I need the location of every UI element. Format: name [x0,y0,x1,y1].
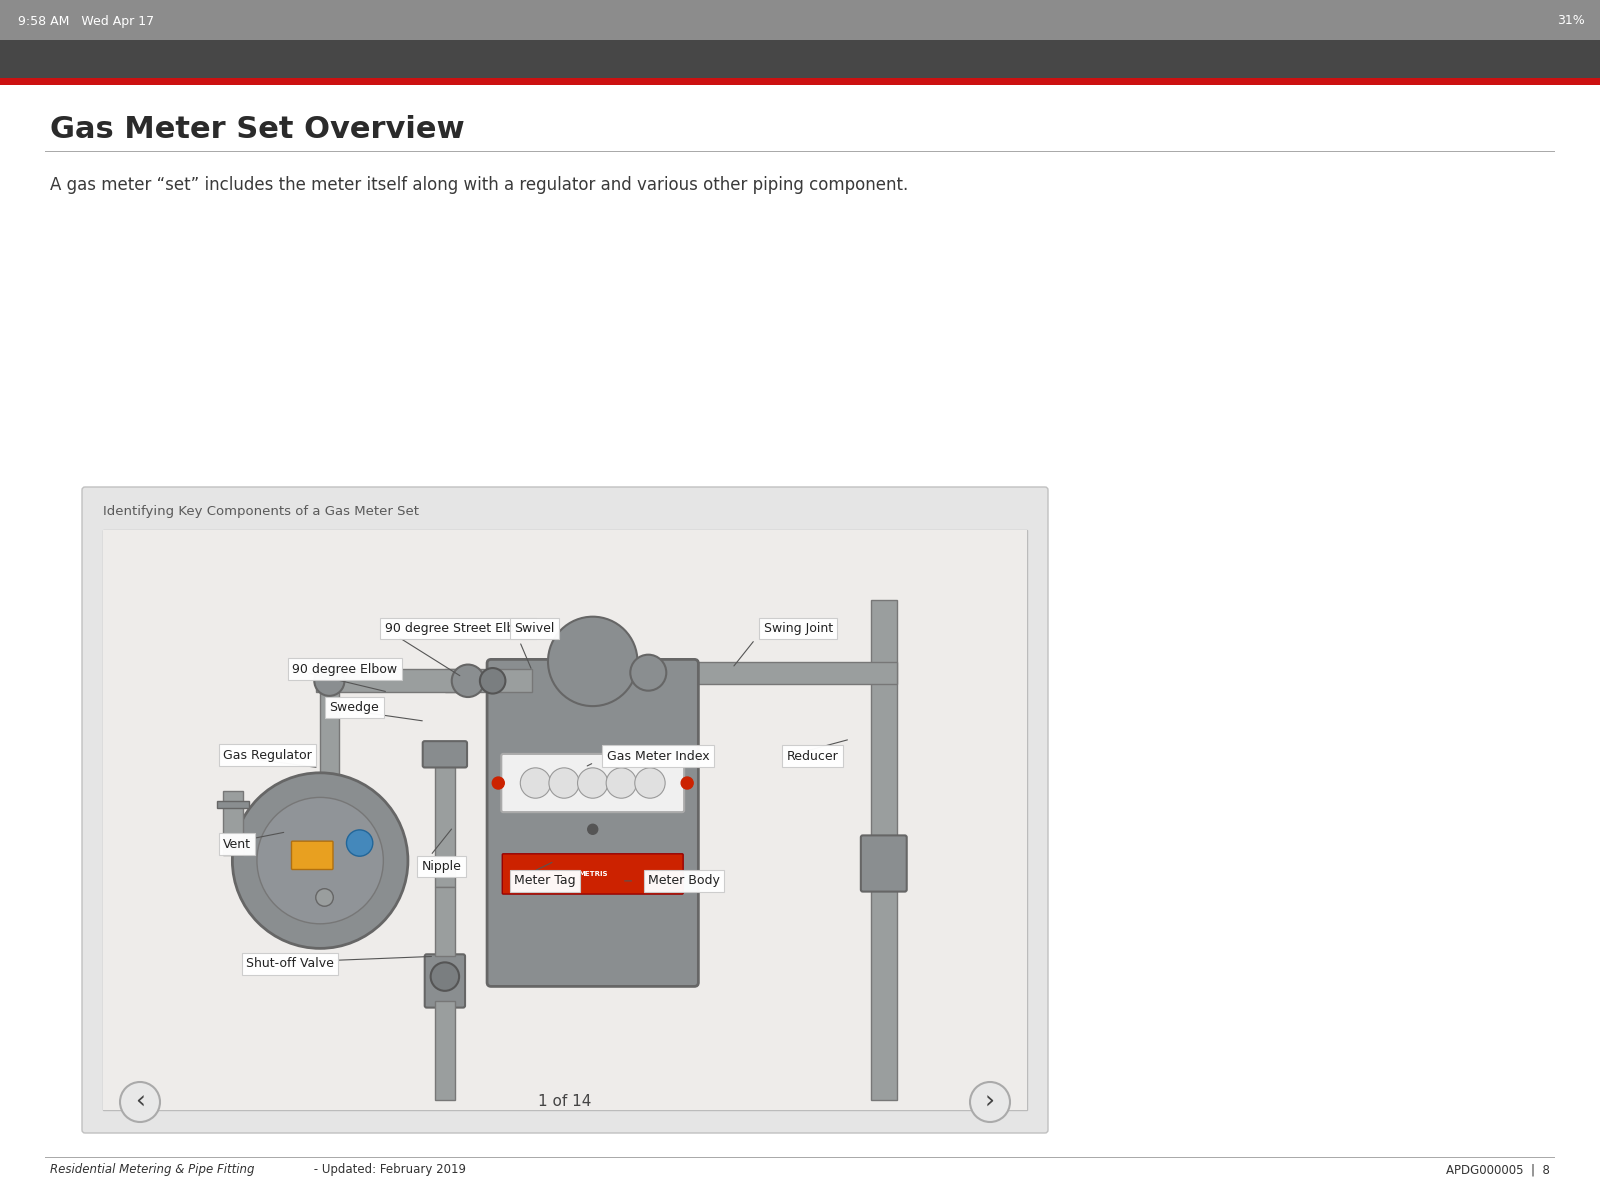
Text: ‹: ‹ [134,1090,146,1114]
Bar [45,150,1555,152]
Circle shape [120,1082,160,1122]
Bar [320,692,339,832]
Bar [0,0,1600,40]
Text: Identifying Key Components of a Gas Meter Set: Identifying Key Components of a Gas Mete… [102,505,419,518]
Text: METRIS: METRIS [578,871,608,877]
Text: Swivel: Swivel [514,622,555,635]
Bar [435,752,454,887]
Circle shape [635,768,666,798]
Text: Vent: Vent [222,838,251,851]
Bar [0,78,1600,85]
Bar [435,887,454,956]
Bar [102,530,1027,1110]
Text: Swing Joint: Swing Joint [763,622,832,635]
Circle shape [682,778,693,790]
Circle shape [258,797,384,924]
FancyBboxPatch shape [422,742,467,768]
FancyBboxPatch shape [486,659,698,986]
Bar [102,530,1027,1110]
Text: Swedge: Swedge [330,701,379,714]
Circle shape [520,768,550,798]
FancyBboxPatch shape [861,835,907,892]
Text: APDG000005  |  8: APDG000005 | 8 [1446,1164,1550,1176]
Text: 90 degree Elbow: 90 degree Elbow [293,662,397,676]
Text: Reducer: Reducer [787,750,838,763]
Bar [435,1001,454,1100]
Bar [0,40,1600,78]
Bar [222,791,243,854]
Bar [218,802,250,809]
Text: Meter Body: Meter Body [648,875,720,888]
Circle shape [549,768,579,798]
Bar [445,670,531,692]
Circle shape [630,655,666,691]
Bar [634,661,896,684]
Circle shape [451,665,485,697]
Circle shape [493,778,504,790]
Text: 9:58 AM   Wed Apr 17: 9:58 AM Wed Apr 17 [18,14,154,28]
Text: Gas Meter Set Overview: Gas Meter Set Overview [50,115,464,144]
Circle shape [232,773,408,948]
Text: Gas Meter Index: Gas Meter Index [606,750,709,763]
Text: Nipple: Nipple [422,860,462,872]
FancyBboxPatch shape [501,754,685,812]
Circle shape [587,824,598,834]
Text: 90 degree Street Elbow: 90 degree Street Elbow [386,622,533,635]
Bar [315,670,467,692]
Text: A gas meter “set” includes the meter itself along with a regulator and various o: A gas meter “set” includes the meter its… [50,176,909,194]
Text: 1 of 14: 1 of 14 [538,1094,592,1110]
Circle shape [970,1082,1010,1122]
Circle shape [578,768,608,798]
Circle shape [480,668,506,694]
FancyBboxPatch shape [502,854,683,894]
Bar [870,600,896,1100]
Circle shape [347,830,373,857]
Circle shape [315,889,333,906]
Circle shape [606,768,637,798]
FancyBboxPatch shape [291,841,333,870]
Text: Shut-off Valve: Shut-off Valve [246,958,334,971]
FancyBboxPatch shape [82,487,1048,1133]
Text: 31%: 31% [1557,14,1586,28]
Circle shape [314,666,344,696]
Text: Meter Tag: Meter Tag [514,875,576,888]
Text: Residential Metering & Pipe Fitting: Residential Metering & Pipe Fitting [50,1164,254,1176]
Text: Gas Regulator: Gas Regulator [222,749,312,762]
Bar [638,684,658,850]
Text: ›: › [986,1090,995,1114]
Circle shape [430,962,459,991]
Circle shape [547,617,637,706]
Text: - Updated: February 2019: - Updated: February 2019 [310,1164,466,1176]
FancyBboxPatch shape [424,954,466,1008]
